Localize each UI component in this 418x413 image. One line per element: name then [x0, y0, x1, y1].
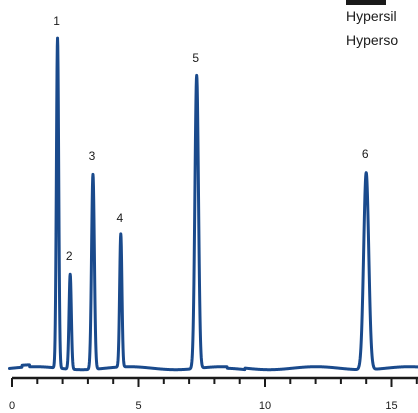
x-axis: 0 5 10 15	[9, 376, 418, 412]
legend-entry-1: Hypersil	[346, 8, 397, 24]
peak-label-2: 2	[66, 249, 73, 263]
peak-labels: 1 2 3 4 5 6	[53, 14, 369, 263]
x-tick-label-10: 10	[259, 400, 271, 412]
legend-clipped-fragment	[346, 0, 386, 5]
peak-label-6: 6	[362, 147, 369, 161]
x-tick-label-0: 0	[9, 400, 15, 412]
peak-label-5: 5	[192, 51, 199, 65]
chart-legend: Hypersil Hyperso	[346, 0, 398, 48]
x-tick-label-15: 15	[385, 400, 397, 412]
chromatogram-trace	[7, 36, 418, 372]
peak-label-1: 1	[53, 14, 60, 28]
legend-entry-2: Hyperso	[346, 32, 398, 48]
peak-label-3: 3	[89, 149, 96, 163]
chromatogram-trace-group	[7, 36, 418, 372]
peak-label-4: 4	[116, 211, 123, 225]
x-tick-label-5: 5	[135, 400, 141, 412]
